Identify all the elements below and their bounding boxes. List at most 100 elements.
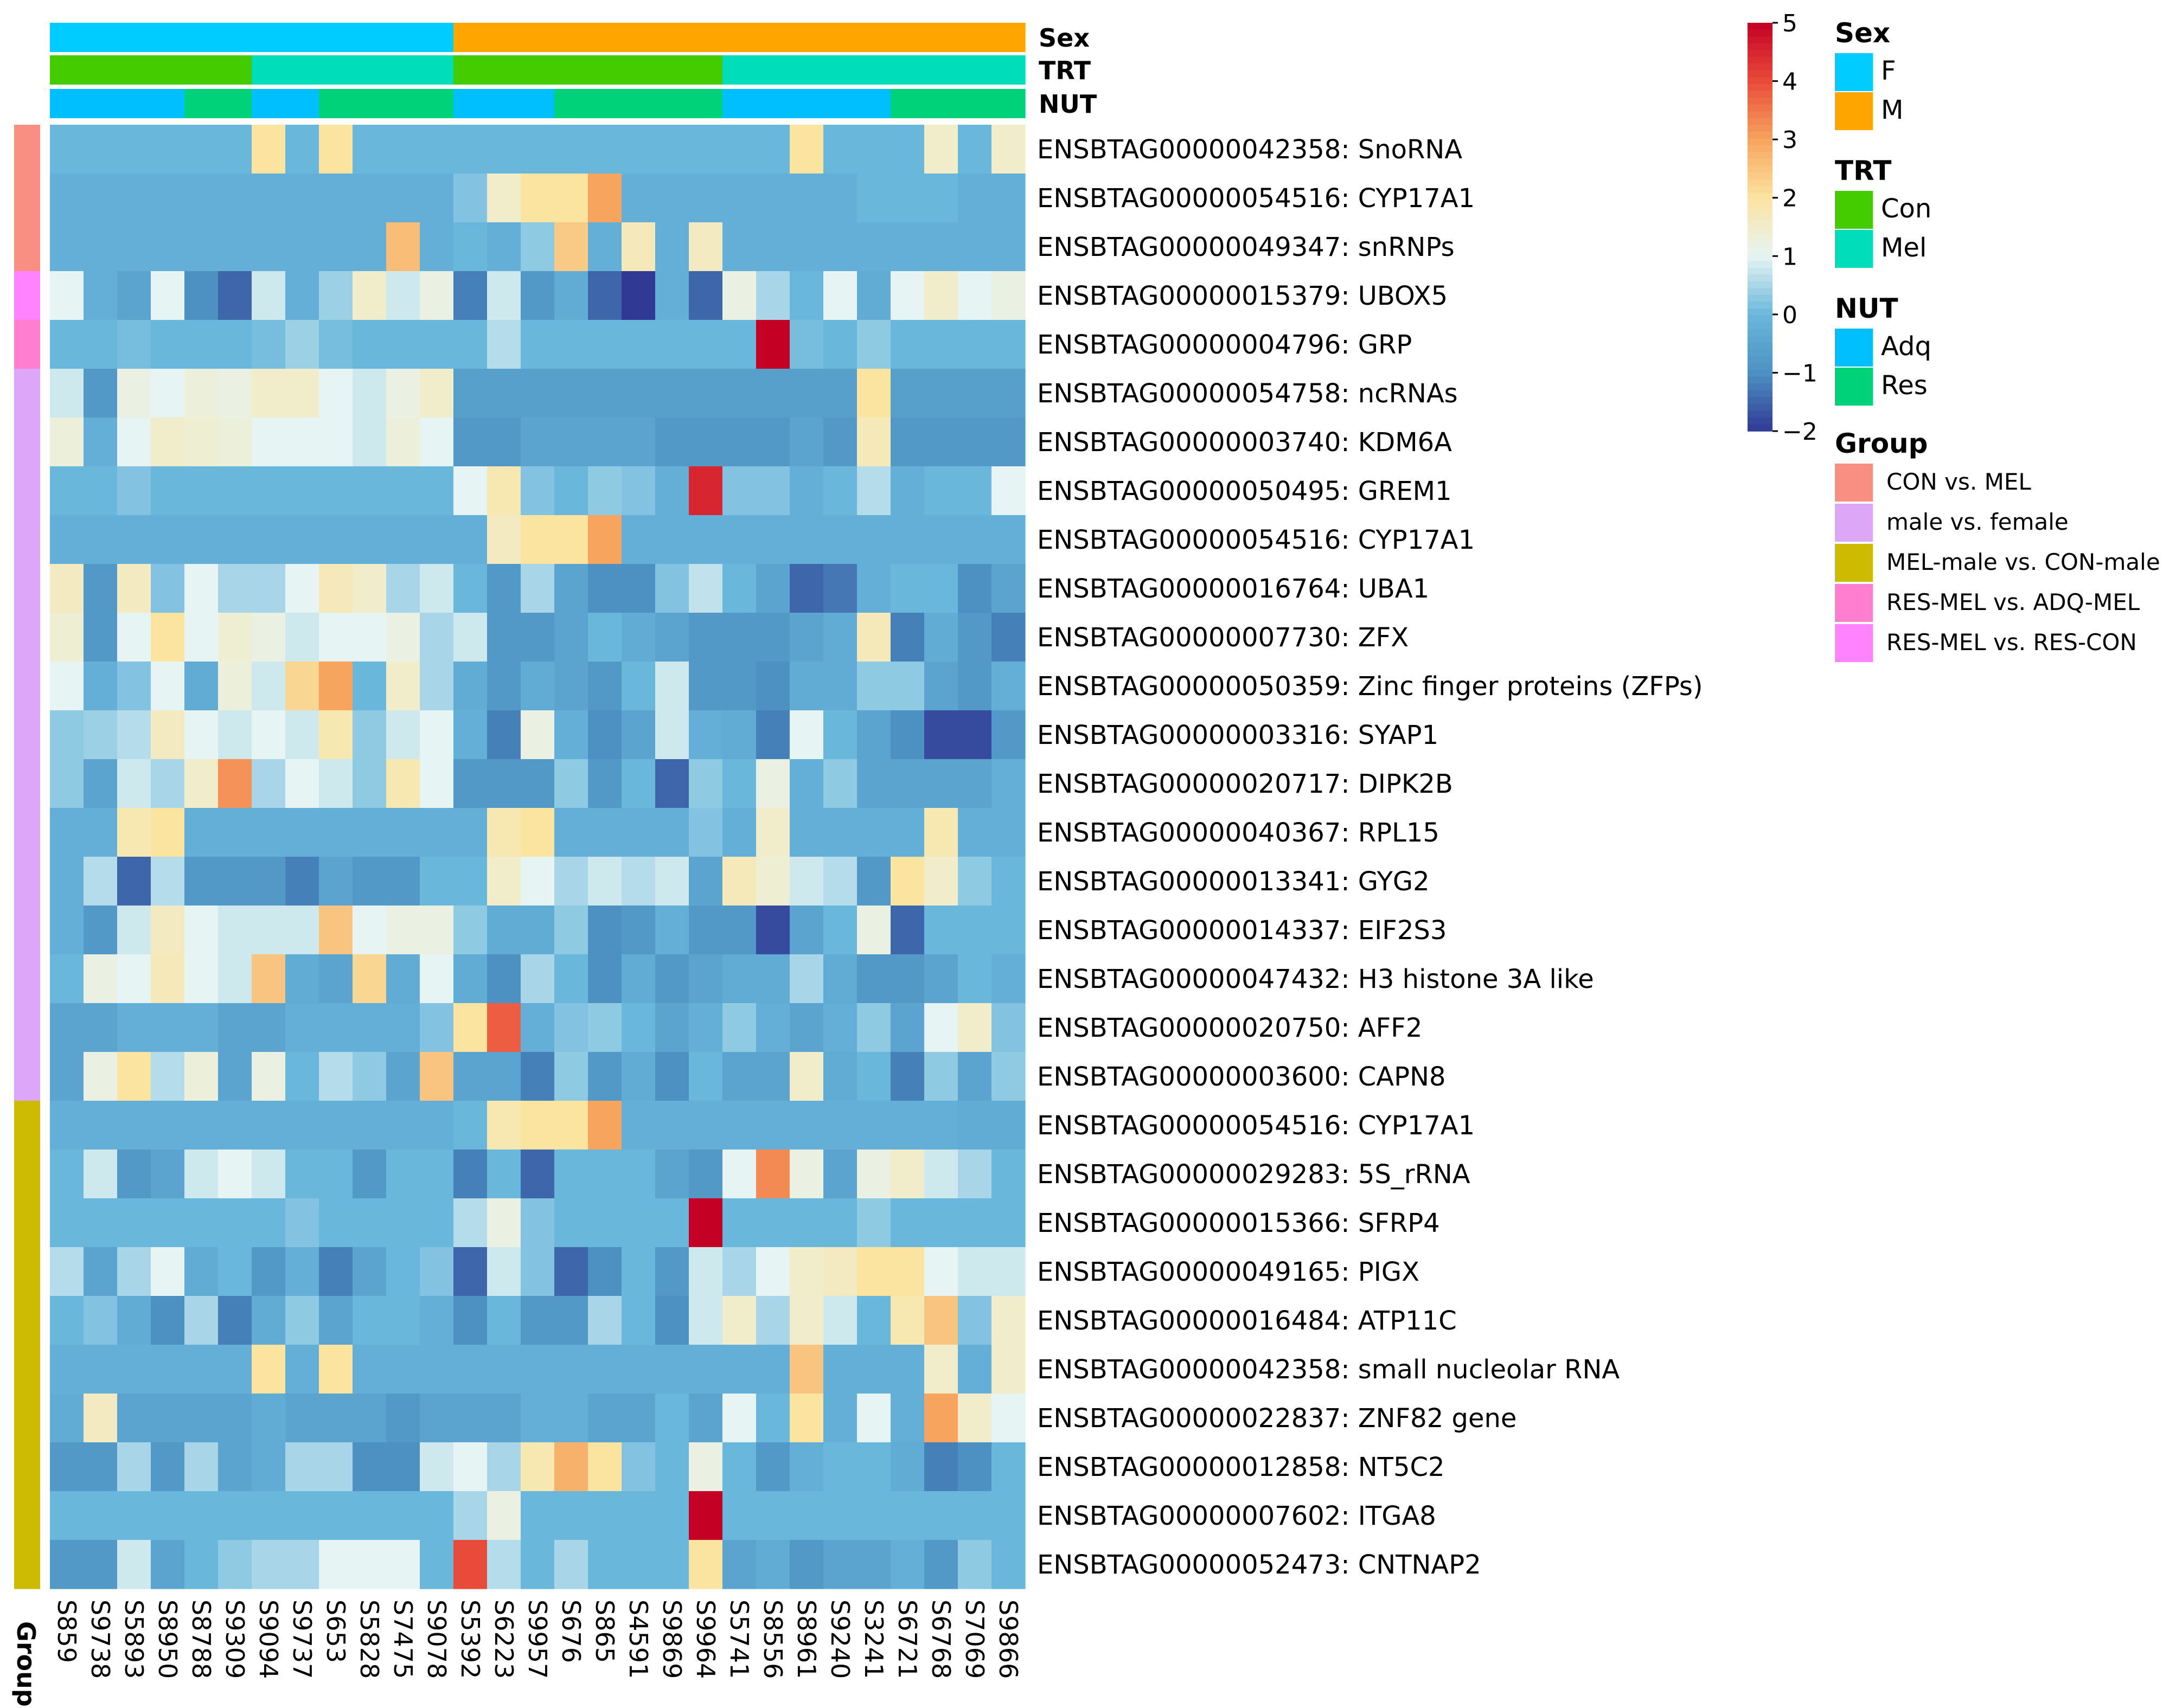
annotation-cell-nut	[756, 89, 790, 118]
heatmap-cell	[453, 1052, 488, 1101]
annotation-cell-sex	[420, 23, 454, 52]
heatmap-cell	[554, 369, 588, 418]
heatmap-cell	[50, 466, 84, 516]
heatmap-cell	[521, 1394, 555, 1443]
heatmap-cell	[487, 1491, 521, 1540]
heatmap-cell	[622, 857, 656, 906]
heatmap-cell	[554, 906, 588, 955]
annotation-cell-sex	[386, 23, 420, 52]
row-group-cell	[14, 418, 40, 467]
heatmap-cell	[285, 710, 319, 760]
heatmap-cell	[857, 174, 891, 223]
heatmap-cell	[857, 1247, 891, 1296]
heatmap-cell	[722, 1540, 757, 1589]
heatmap-cell	[319, 710, 353, 760]
heatmap-cell	[521, 954, 555, 1004]
column-label: S9738	[86, 1600, 115, 1679]
annotation-cell-trt	[319, 55, 353, 85]
heatmap-cell	[151, 1442, 185, 1492]
annotation-cell-sex	[453, 23, 488, 52]
heatmap-cell	[722, 759, 757, 808]
row-group-cell	[14, 174, 40, 223]
legend-title-sex: Sex	[1835, 17, 1890, 49]
heatmap-cell	[958, 125, 992, 174]
colorbar-segment	[1748, 111, 1772, 119]
heatmap-cell	[353, 418, 387, 467]
row-group-cell	[14, 808, 40, 857]
legend-label: RES-MEL vs. ADQ-MEL	[1886, 589, 2140, 615]
annotation-cell-sex	[151, 23, 185, 52]
column-label: S9866	[994, 1600, 1023, 1679]
heatmap-cell	[991, 1150, 1026, 1199]
heatmap-cell	[117, 1003, 151, 1052]
column-label: S8950	[153, 1600, 182, 1679]
heatmap-cell	[790, 1198, 824, 1248]
heatmap-cell	[790, 1003, 824, 1052]
column-label: S9737	[287, 1600, 317, 1679]
heatmap-cell	[151, 1052, 185, 1101]
heatmap-cell	[588, 1052, 622, 1101]
heatmap-cell	[958, 271, 992, 320]
heatmap-cell	[151, 1296, 185, 1345]
colorbar-segment	[1748, 36, 1772, 44]
heatmap-cell	[655, 954, 689, 1004]
heatmap-cell	[991, 418, 1026, 467]
heatmap-cell	[857, 1296, 891, 1345]
heatmap-cell	[891, 320, 925, 369]
heatmap-cell	[84, 515, 118, 564]
heatmap-cell	[958, 1052, 992, 1101]
heatmap-cell	[991, 222, 1026, 272]
heatmap-cell	[218, 1198, 252, 1248]
heatmap-cell	[353, 857, 387, 906]
heatmap-cell	[689, 1003, 723, 1052]
heatmap-cell	[487, 1101, 521, 1150]
heatmap-cell	[790, 515, 824, 564]
heatmap-cell	[117, 710, 151, 760]
heatmap-cell	[84, 1540, 118, 1589]
row-group-cell	[14, 1003, 40, 1052]
heatmap-cell	[823, 466, 857, 516]
heatmap-cell	[891, 564, 925, 613]
colorbar-segment	[1748, 125, 1772, 132]
colorbar-segment	[1748, 84, 1772, 92]
heatmap-cell	[622, 1003, 656, 1052]
heatmap-cell	[218, 1003, 252, 1052]
heatmap-cell	[151, 906, 185, 955]
row-group-cell	[14, 1247, 40, 1296]
heatmap-cell	[991, 857, 1026, 906]
annotation-cell-nut	[319, 89, 353, 118]
heatmap-cell	[184, 1442, 219, 1492]
annotation-cell-trt	[924, 55, 958, 85]
heatmap-cell	[756, 857, 790, 906]
heatmap-cell	[689, 662, 723, 711]
heatmap-cell	[184, 1540, 219, 1589]
heatmap-cell	[622, 1491, 656, 1540]
heatmap-cell	[521, 222, 555, 272]
heatmap-cell	[655, 320, 689, 369]
heatmap-cell	[823, 1247, 857, 1296]
legend-swatch	[1835, 624, 1873, 662]
heatmap-cell	[117, 564, 151, 613]
heatmap-cell	[722, 906, 757, 955]
heatmap-cell	[622, 125, 656, 174]
colorbar-tick-label: 5	[1782, 10, 1797, 37]
heatmap-cell	[252, 125, 286, 174]
annotation-cell-sex	[353, 23, 387, 52]
row-label: ENSBTAG00000054758: ncRNAs	[1037, 378, 1458, 409]
heatmap-cell	[184, 369, 219, 418]
heatmap-cell	[958, 1540, 992, 1589]
annotation-cell-nut	[50, 89, 84, 118]
heatmap-cell	[588, 954, 622, 1004]
annotation-label-nut: NUT	[1039, 89, 1097, 119]
heatmap-cell	[319, 515, 353, 564]
heatmap-cell	[453, 564, 488, 613]
heatmap-cell	[151, 1003, 185, 1052]
heatmap-cell	[218, 320, 252, 369]
heatmap-cell	[218, 1052, 252, 1101]
annotation-cell-nut	[891, 89, 925, 118]
heatmap-cell	[487, 1247, 521, 1296]
heatmap-cell	[218, 1150, 252, 1199]
heatmap-cell	[554, 1442, 588, 1492]
legend-label: Adq	[1881, 331, 1931, 362]
heatmap-cell	[924, 125, 958, 174]
